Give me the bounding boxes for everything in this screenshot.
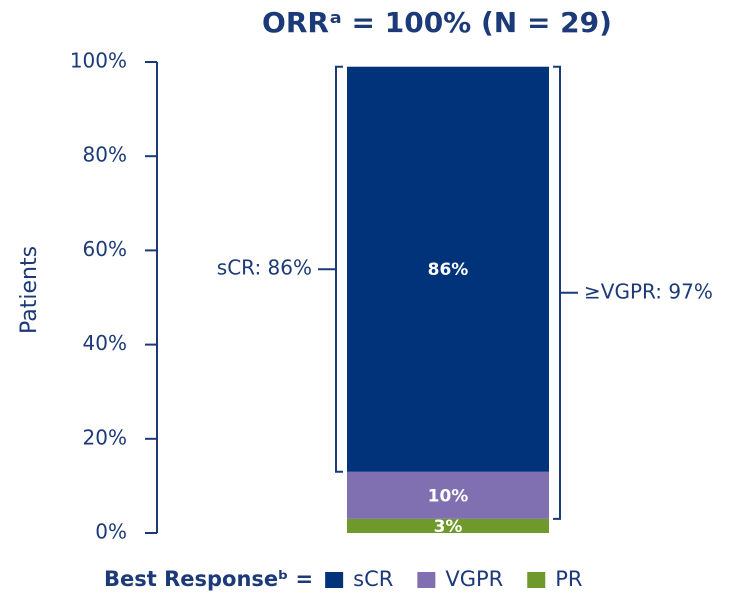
legend-title: Best Responseᵇ = bbox=[104, 567, 313, 591]
legend-swatch bbox=[417, 572, 436, 588]
data-label: 86% bbox=[428, 260, 469, 280]
legend-label: PR bbox=[555, 567, 582, 591]
legend-label: VGPR bbox=[445, 567, 503, 591]
annotation: sCR: 86% bbox=[217, 256, 312, 280]
y-axis-label: Patients bbox=[17, 246, 42, 334]
bracket bbox=[553, 65, 561, 520]
bar-segment bbox=[347, 471, 549, 519]
y-tick-label: 20% bbox=[83, 425, 127, 449]
data-label: 10% bbox=[428, 486, 469, 506]
bracket bbox=[335, 65, 343, 473]
legend-swatch bbox=[325, 572, 344, 588]
y-tick-label: 60% bbox=[83, 237, 127, 261]
chart-title: ORRᵃ = 100% (N = 29) bbox=[262, 6, 612, 39]
legend-swatch bbox=[527, 572, 546, 588]
legend-label: sCR bbox=[353, 567, 393, 591]
y-tick-label: 40% bbox=[83, 331, 127, 355]
y-tick-label: 80% bbox=[83, 143, 127, 167]
annotation: ≥VGPR: 97% bbox=[584, 279, 713, 303]
y-tick-label: 0% bbox=[95, 520, 127, 544]
y-tick-label: 100% bbox=[70, 49, 127, 73]
bar-segment bbox=[347, 66, 549, 472]
data-label: 3% bbox=[434, 517, 463, 537]
bar-segment bbox=[347, 518, 549, 533]
